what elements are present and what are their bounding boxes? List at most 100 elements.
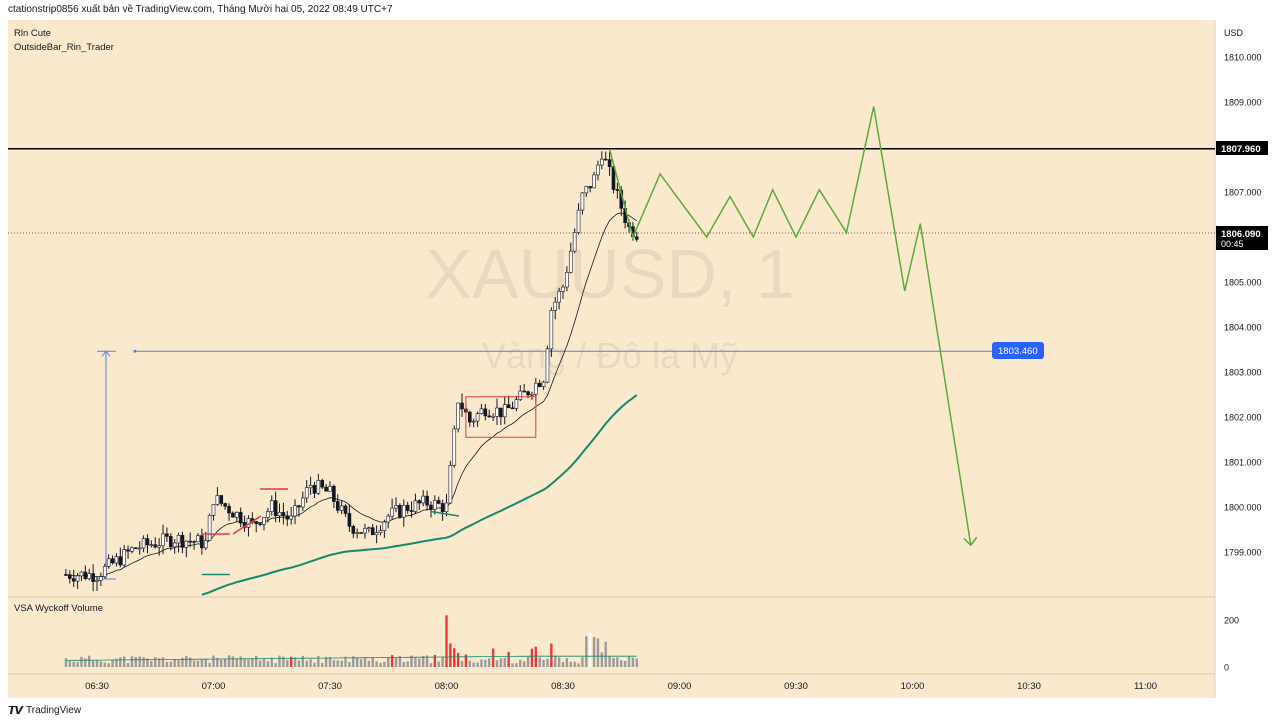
candle-body [502,404,507,418]
volume-bar [336,660,339,667]
candle-body [615,189,620,191]
volume-bar [317,656,320,667]
candle-body [351,526,356,534]
time-tick: 11:00 [1134,681,1157,692]
candle-body [444,502,449,513]
volume-bar [585,636,588,667]
volume-bar [282,656,285,667]
volume-bar [154,657,157,667]
candle-body [374,532,379,536]
volume-bar [359,659,363,667]
candle-body [382,521,387,531]
candle-body [328,485,332,492]
candle-body [530,393,534,396]
candle-body [332,485,336,502]
candle-body [491,415,495,418]
volume-bar [169,661,172,667]
candle-body [207,514,212,541]
candle-body [312,485,317,494]
volume-bar [64,658,68,667]
volume-bar [390,655,394,667]
candle-body [176,535,181,544]
volume-bar [491,648,495,667]
volume-tick: 0 [1224,663,1229,673]
candle-body [258,523,262,525]
candle-body [231,512,235,518]
volume-bar [441,656,444,667]
volume-bar [635,658,638,667]
volume-bar [577,663,580,667]
volume-bar [185,655,188,667]
outside-bar-boxes [201,396,537,576]
volume-bar [612,658,615,667]
candle-body [386,515,391,523]
volume-bar [402,662,405,667]
candle-body [238,511,243,524]
candle-body [266,511,270,518]
candle-body [68,574,72,579]
volume-bar [231,656,235,667]
candle-body [534,382,538,395]
candle-body [456,402,460,430]
candle-body [347,513,352,527]
volume-bar [305,660,308,667]
volume-bar [499,658,503,667]
price-tick: 1807.000 [1224,188,1262,198]
candle-body [308,485,313,489]
volume-bar [134,657,138,667]
candle-body [584,186,589,194]
volume-bar [398,655,402,667]
candle-body [413,500,418,512]
price-tick: 1804.000 [1224,323,1262,333]
indicator-outside-bar[interactable]: OutsideBar_Rin_Trader [14,42,114,53]
volume-bar [293,657,297,667]
volume-bar [181,657,184,667]
volume-bar [519,659,522,667]
volume-bar [425,655,429,667]
indicator-rln-cute[interactable]: Rln Cute [14,28,51,39]
volume-bar [130,656,134,667]
candle-body [161,533,165,547]
candle-body [118,556,123,566]
time-axis: 06:30 07:00 07:30 08:00 08:30 09:00 09:30 10:00… [85,681,1157,692]
volume-bar [406,661,409,667]
volume-bar [348,661,351,667]
candle-body [79,571,84,577]
volume-bar [546,658,549,667]
signal-marker [232,515,262,535]
volume-bar [177,660,180,667]
candle-body [215,495,220,505]
volume-bar [375,661,378,667]
volume-bar [379,662,382,667]
volume-bar [550,643,553,667]
volume-bar [620,660,623,667]
indicator-vsa-volume[interactable]: VSA Wyckoff Volume [14,603,103,614]
time-tick: 09:00 [668,681,692,692]
volume-bar [208,662,211,667]
resistance-label-bg [1216,141,1268,155]
volume-bar [484,659,487,667]
volume-bar [557,657,561,667]
candle-body [184,540,189,548]
volume-bar [76,661,79,667]
candle-body [227,505,231,514]
price-tick: 1802.000 [1224,413,1262,423]
volume-average-line [65,655,637,661]
resistance-label: 1807.960 [1221,144,1261,155]
volume-bar [262,659,266,667]
candle-body [401,504,406,518]
volume-bar [468,660,471,667]
volume-bars [64,615,638,667]
measure-arrow-icon [101,350,111,357]
volume-bar [456,652,460,667]
candle-body [145,538,150,546]
volume-bar [608,655,611,667]
price-tick: 1799.000 [1224,548,1262,558]
candle-body [421,495,426,504]
volume-bar [623,661,627,667]
last-price-label-bg [1216,226,1268,250]
candle-body [471,420,476,423]
volume-bar [258,660,262,667]
